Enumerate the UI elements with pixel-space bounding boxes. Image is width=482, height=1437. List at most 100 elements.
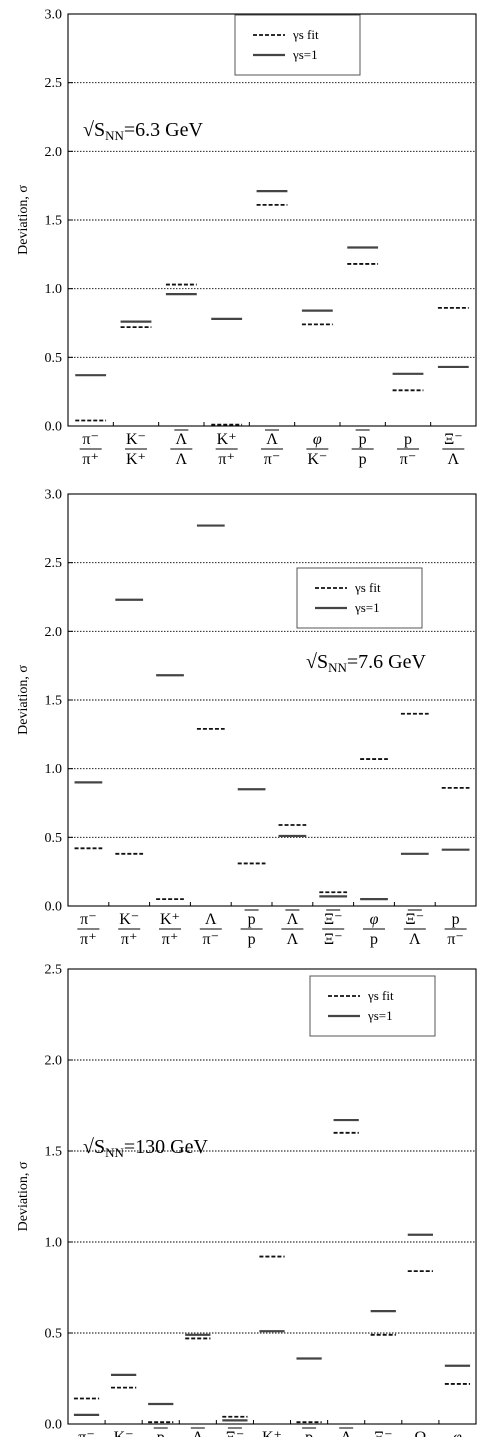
category-label: K⁺ π⁺ [159,911,181,948]
category-denominator: Λ [176,451,188,468]
category-numerator: p [305,1429,313,1437]
category-denominator: K⁺ [126,451,146,468]
y-tick-label: 0.0 [45,420,63,435]
category-label: ΛΛ [170,429,193,468]
legend-fit-label: γs fit [292,27,319,42]
energy-annotation: √SNN=130 GeV [83,1136,208,1160]
category-label: p π⁻ [397,431,419,468]
category-numerator: K⁻ [119,911,139,928]
category-label: K⁺π⁺ [262,1429,282,1437]
category-label: pp [240,909,263,948]
category-numerator: φ [313,431,322,448]
y-tick-label: 0.5 [45,1327,63,1342]
y-tick-label: 2.0 [45,145,63,160]
category-numerator: φ [370,911,379,928]
category-label: ΛΛ [281,909,304,948]
legend-fit-label: γs fit [367,988,394,1003]
category-numerator: Ξ⁻ [226,1429,245,1437]
legend-box [234,14,361,76]
category-numerator: K⁺ [262,1429,282,1437]
energy-sqrt-s: √S [83,1136,105,1158]
legend: γs fit γs=1 [234,14,361,76]
legend-one-label: γs=1 [354,600,380,615]
category-numerator: Ω [414,1429,426,1437]
category-label: Ξ⁻ Λ [442,431,465,468]
category-denominator: π⁻ [447,931,464,948]
energy-subscript: NN [105,128,124,143]
y-tick-label: 0.0 [45,900,63,915]
category-label: π⁻π⁺ [77,911,100,948]
category-numerator: p [404,431,412,448]
category-label: Ξ⁻Ξ⁻ [226,1427,245,1437]
plot-frame [67,968,477,1425]
category-label: K⁻K⁺ [114,1429,134,1437]
category-label: Λπ⁻ [339,1427,354,1437]
category-numerator: φ [453,1429,462,1437]
legend-box [296,567,423,629]
category-denominator: Λ [448,451,460,468]
y-tick-label: 1.0 [45,282,63,297]
category-numerator: Ξ⁻ [324,911,343,928]
category-denominator: π⁺ [80,931,97,948]
energy-sqrt-s: √S [83,119,105,141]
category-label: pπ⁻ [302,1427,317,1437]
y-tick-label: 1.0 [45,1236,63,1251]
energy-sqrt-s: √S [306,651,328,673]
category-denominator: K⁻ [307,451,327,468]
energy-value: =7.6 GeV [347,651,427,673]
category-numerator: Λ [192,1429,204,1437]
energy-annotation: √SNN=7.6 GeV [306,651,426,675]
category-label: pπ⁻ [444,911,467,948]
category-numerator: K⁺ [160,911,180,928]
category-numerator: Λ [287,911,299,928]
category-label: K⁻ π⁺ [118,911,141,948]
y-tick-label: 1.5 [45,214,63,229]
category-label: φp [363,911,385,948]
category-numerator: Ξ⁻ [405,911,424,928]
y-tick-label: 2.0 [45,1054,63,1069]
y-tick-label: 2.5 [45,963,63,978]
category-numerator: p [359,431,367,448]
category-label: φ K⁻ [306,431,329,468]
y-tick-label: 0.0 [45,1418,63,1433]
category-denominator: π⁻ [400,451,417,468]
category-label: φK⁻ [453,1429,462,1437]
plot-frame [67,13,477,427]
category-numerator: π⁻ [82,431,99,448]
category-numerator: K⁺ [217,431,237,448]
category-label: pp [153,1427,168,1437]
legend-one-label: γs=1 [367,1008,393,1023]
legend-one-label: γs=1 [292,47,318,62]
category-numerator: Λ [176,431,188,448]
category-denominator: Λ [287,931,299,948]
y-tick-label: 0.5 [45,351,63,366]
category-denominator: π⁺ [218,451,235,468]
y-tick-label: 2.5 [45,76,63,91]
category-label: Λπ⁻ [199,911,222,948]
category-label: ΛΛ [190,1427,205,1437]
category-label: K⁺ π⁺ [215,431,238,468]
y-tick-label: 2.5 [45,556,63,571]
energy-subscript: NN [328,660,347,675]
energy-subscript: NN [105,1145,124,1160]
energy-value: =130 GeV [124,1136,209,1158]
y-tick-label: 1.5 [45,1145,63,1160]
category-numerator: Λ [340,1429,352,1437]
category-label: Ξ⁻π⁻ [374,1429,393,1437]
category-denominator: π⁺ [162,931,179,948]
category-label: Ωπ⁻ [414,1429,426,1437]
category-denominator: π⁺ [121,931,138,948]
category-label: Ξ⁻ Λ [403,909,426,948]
category-denominator: π⁻ [203,931,220,948]
category-label: π⁻π⁺ [78,1429,95,1437]
y-axis-label: Deviation, σ [16,665,31,735]
legend: γs fit γs=1 [309,975,436,1037]
y-tick-label: 2.0 [45,625,63,640]
category-numerator: p [248,911,256,928]
category-denominator: π⁻ [264,451,281,468]
legend-fit-label: γs fit [354,580,381,595]
category-label: Ξ⁻Ξ⁻ [322,909,345,948]
y-axis-label: Deviation, σ [16,185,31,255]
